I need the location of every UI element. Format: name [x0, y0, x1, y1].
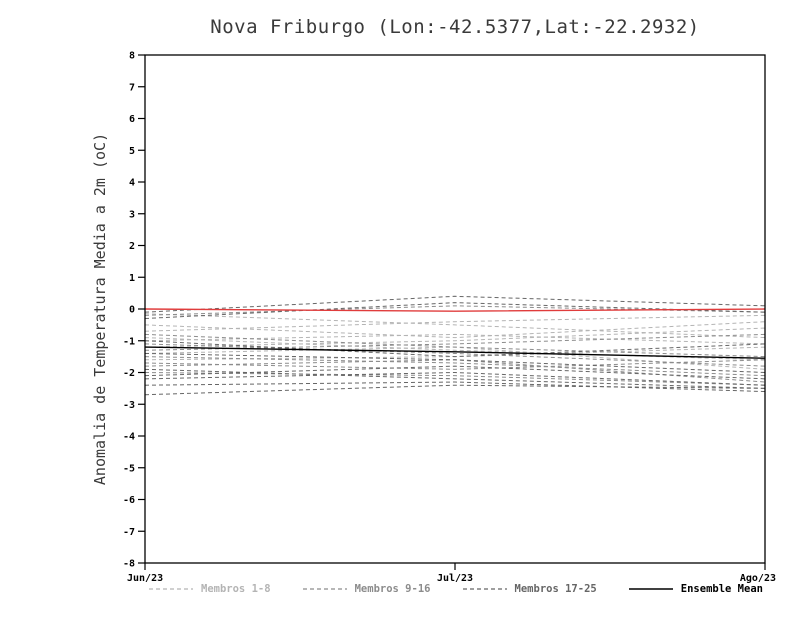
y-tick-label: 4 [129, 178, 135, 189]
y-tick-label: -8 [123, 559, 135, 570]
ensemble-member-line [144, 295, 766, 313]
ensemble-member-line [144, 371, 766, 386]
x-tick-label: Jun/23 [127, 573, 163, 584]
y-tick-label: 0 [129, 305, 135, 316]
ensemble-member-line [144, 333, 766, 345]
ensemble-member-line [144, 381, 766, 393]
legend-line-sample-2 [302, 588, 347, 590]
ensemble-member-line [144, 340, 766, 358]
legend-item-membros-9-16: Membros 9-16 [302, 583, 431, 595]
ensemble-member-line [144, 337, 766, 361]
y-tick-label: 1 [129, 273, 135, 284]
ensemble-member-line [144, 327, 766, 348]
y-tick-label: 3 [129, 209, 135, 220]
y-tick-label: 8 [129, 51, 135, 62]
legend: Membros 1-8 Membros 9-16 Membros 17-25 E… [148, 583, 763, 595]
ensemble-member-line [144, 343, 766, 367]
ensemble-member-line [144, 305, 766, 316]
legend-line-sample-1 [149, 588, 193, 590]
legend-label: Membros 17-25 [514, 583, 597, 595]
ensemble-member-line [144, 313, 766, 339]
ensemble-member-line [144, 302, 766, 320]
ensemble-member-line [144, 352, 766, 373]
ensemble-member-line [144, 372, 766, 386]
y-tick-label: -3 [123, 400, 135, 411]
y-tick-label: -7 [123, 527, 135, 538]
ensemble-member-line [144, 384, 766, 396]
y-tick-label: 6 [129, 114, 135, 125]
y-tick-label: 2 [129, 241, 135, 252]
legend-line-sample-4 [628, 588, 673, 590]
ensemble-member-line [144, 368, 766, 389]
legend-label: Membros 9-16 [354, 583, 431, 595]
y-tick-label: -5 [123, 463, 135, 474]
ensemble-member-line [144, 333, 766, 358]
chart-title: Nova Friburgo (Lon:-42.5377,Lat:-22.2932… [210, 16, 700, 38]
y-tick-label: 7 [129, 82, 135, 93]
legend-label: Ensemble Mean [680, 583, 763, 595]
y-tick-label: -4 [123, 432, 135, 443]
y-tick-label: 5 [129, 146, 135, 157]
x-tick-label: Jul/23 [437, 573, 473, 584]
y-tick-label: -2 [123, 368, 135, 379]
legend-item-ensemble-mean: Ensemble Mean [628, 583, 763, 595]
ensemble-member-line [144, 333, 766, 351]
legend-line-sample-3 [462, 588, 507, 590]
legend-item-membros-17-25: Membros 17-25 [462, 583, 597, 595]
y-tick-label: -1 [123, 336, 135, 347]
ensemble-member-line [144, 365, 766, 380]
reference-line [144, 308, 766, 312]
ensemble-member-line [144, 314, 766, 332]
y-tick-label: -6 [123, 495, 135, 506]
legend-item-membros-1-8: Membros 1-8 [148, 583, 271, 595]
ensemble-member-line [144, 359, 766, 370]
legend-label: Membros 1-8 [201, 583, 271, 595]
ensemble-member-line [144, 321, 766, 339]
x-tick-label: Ago/23 [740, 573, 776, 584]
ensemble-member-line [144, 356, 766, 377]
ensemble-mean-line [144, 346, 766, 359]
